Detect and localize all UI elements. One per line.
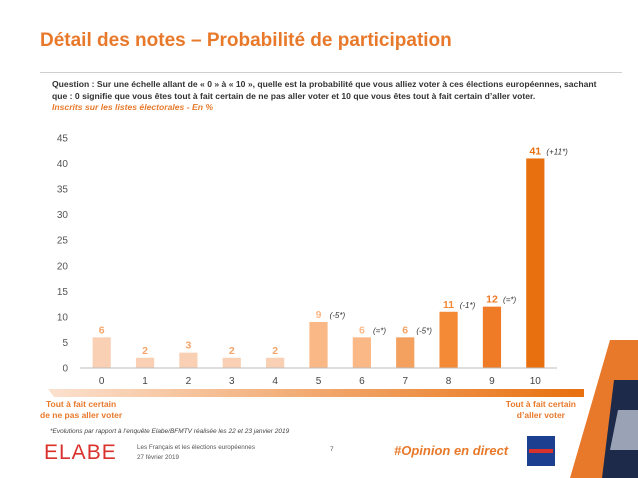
hashtag: #Opinion en direct (394, 443, 509, 458)
x-tick-label: 5 (316, 376, 322, 387)
bar (396, 337, 415, 368)
decorative-a-shape (570, 340, 638, 478)
x-tick-label: 10 (530, 376, 542, 387)
scale-right-line2: d’aller voter (516, 410, 565, 420)
bar (179, 352, 198, 368)
bar-value-label: 6 (99, 324, 105, 336)
y-tick-label: 30 (57, 210, 69, 221)
bar-evolution-label: (+11*) (546, 147, 568, 156)
bar (222, 357, 241, 368)
question-subtitle: Inscrits sur les listes électorales - En… (52, 102, 213, 112)
page-title: Détail des notes – Probabilité de partic… (40, 30, 452, 51)
bfmtv-logo (527, 436, 555, 466)
bar-evolution-label: (-5*) (330, 311, 346, 320)
x-tick-label: 0 (99, 376, 105, 387)
scale-gradient-bar (48, 389, 584, 397)
y-axis: 0 5 10 15 20 25 30 35 40 45 (57, 134, 69, 375)
bar-evolution-label: (=*) (503, 296, 516, 305)
x-tick-label: 9 (489, 376, 495, 387)
bar (482, 306, 502, 368)
bar-evolution-label: (-1*) (460, 301, 476, 310)
bar-value-label: 2 (142, 345, 148, 357)
y-tick-label: 20 (57, 261, 69, 272)
y-tick-label: 10 (57, 312, 69, 323)
footnote: *Evolutions par rapport à l’enquête Elab… (50, 428, 290, 435)
bar (309, 322, 328, 368)
y-tick-label: 5 (62, 338, 68, 349)
x-tick-label: 1 (142, 376, 148, 387)
bar-value-label: 3 (185, 340, 191, 352)
x-axis: 0 1 2 3 4 5 6 7 8 9 10 (80, 367, 557, 387)
bfmtv-logo-stripe (529, 449, 553, 453)
bar (135, 357, 155, 368)
page-number: 7 (330, 446, 334, 453)
bar-value-label: 6 (359, 324, 365, 336)
y-tick-label: 0 (62, 364, 68, 375)
bar-value-label: 9 (316, 309, 322, 321)
bar (352, 337, 371, 368)
bar-value-label: 41 (529, 145, 541, 157)
bar-value-label: 6 (402, 324, 408, 336)
bar-value-label: 2 (272, 345, 278, 357)
question-text: Question : Sur une échelle allant de « 0… (52, 79, 612, 114)
title-divider (40, 72, 622, 73)
y-tick-label: 25 (57, 236, 69, 247)
x-tick-label: 7 (402, 376, 408, 387)
y-tick-label: 35 (57, 185, 69, 196)
scale-right-line1: Tout à fait certain (505, 399, 576, 409)
y-tick-label: 45 (57, 134, 69, 145)
deco-grey (610, 410, 638, 450)
x-tick-label: 3 (229, 376, 235, 387)
elabe-logo: ELABE (44, 441, 117, 464)
y-tick-label: 15 (57, 287, 69, 298)
bar (266, 357, 285, 368)
scale-left-label: Tout à fait certain de ne pas aller vote… (40, 399, 122, 421)
bar-evolution-label: (-5*) (416, 326, 432, 335)
bars: 6 2 3 2 2 9 (-5*) 6 (=*) 6 (-5*) 11 (-1*) 12 (=*) 41 (+1… (92, 145, 568, 368)
survey-title: Les Français et les élections européenne… (137, 444, 255, 451)
bar-value-label: 2 (229, 345, 235, 357)
bar (92, 337, 111, 368)
scale-left-line2: de ne pas aller voter (40, 410, 123, 420)
bar (439, 311, 458, 368)
bar-value-label: 11 (443, 299, 454, 311)
scale-left-line1: Tout à fait certain (45, 399, 117, 409)
x-tick-label: 8 (446, 376, 452, 387)
bar-value-label: 12 (486, 294, 498, 306)
question-body: Question : Sur une échelle allant de « 0… (52, 79, 597, 101)
bar (526, 158, 545, 368)
scale-right-label: Tout à fait certain d’aller voter (506, 399, 576, 421)
survey-info: Les Français et les élections européenne… (137, 443, 255, 463)
x-tick-label: 6 (359, 376, 365, 387)
x-tick-label: 2 (186, 376, 192, 387)
bar-evolution-label: (=*) (373, 326, 386, 335)
x-tick-label: 4 (272, 376, 278, 387)
survey-date: 27 février 2019 (137, 454, 180, 461)
y-tick-label: 40 (57, 159, 69, 170)
